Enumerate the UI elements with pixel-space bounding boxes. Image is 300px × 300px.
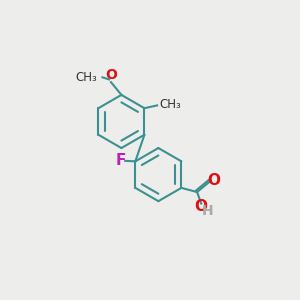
Text: CH₃: CH₃: [159, 98, 181, 112]
Text: H: H: [202, 204, 214, 218]
Text: O: O: [105, 68, 117, 82]
Text: O: O: [195, 199, 208, 214]
Text: CH₃: CH₃: [75, 71, 97, 84]
Text: F: F: [116, 153, 126, 168]
Text: O: O: [207, 173, 220, 188]
